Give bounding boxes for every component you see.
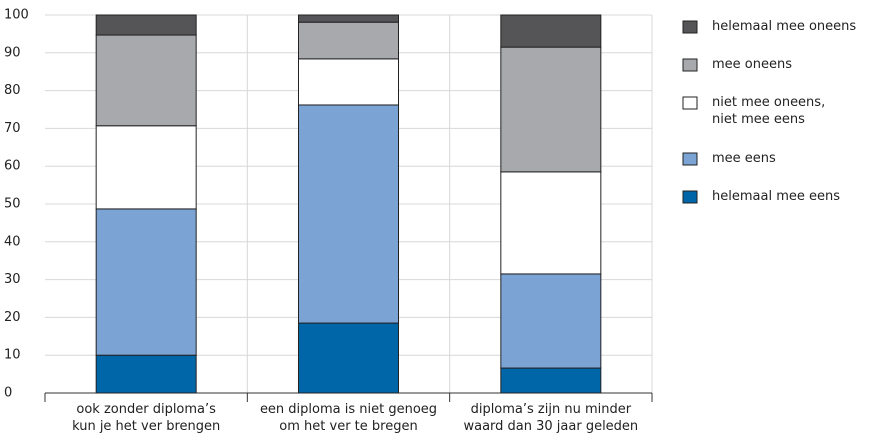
legend-swatch — [682, 96, 698, 110]
y-tick-label: 30 — [4, 272, 21, 287]
bar-segment — [95, 125, 197, 210]
legend-label: mee oneens — [712, 57, 792, 72]
bar-segment — [298, 322, 399, 394]
x-tick-label: ook zonder diploma’s kun je het ver bren… — [72, 402, 221, 434]
bar-segment — [95, 14, 197, 36]
legend-swatch — [682, 58, 698, 72]
x-tick-label: diploma’s zijn nu minder waard dan 30 ja… — [463, 402, 639, 434]
y-tick-label: 100 — [4, 8, 29, 23]
legend-swatch — [682, 20, 698, 34]
legend-label: mee eens — [712, 151, 776, 166]
bar-segment — [500, 46, 602, 173]
bar-segment — [500, 367, 602, 394]
y-tick-label: 0 — [4, 386, 12, 401]
bar-segment — [298, 21, 399, 60]
legend-swatch — [682, 190, 698, 204]
bar-segment — [95, 208, 197, 356]
y-tick-label: 90 — [4, 45, 21, 60]
bar-segment — [500, 14, 602, 48]
y-tick-label: 50 — [4, 197, 21, 212]
y-tick-label: 20 — [4, 310, 21, 325]
y-tick-label: 10 — [4, 348, 21, 363]
y-tick-label: 60 — [4, 159, 21, 174]
legend-label: helemaal mee eens — [712, 189, 840, 204]
legend-label: niet mee oneens, niet mee eens — [712, 95, 826, 127]
bar-segment — [298, 14, 399, 23]
legend-label: helemaal mee oneens — [712, 19, 857, 34]
y-tick-label: 70 — [4, 121, 21, 136]
bar-segment — [95, 34, 197, 127]
legend-swatch — [682, 152, 698, 166]
bar-segment — [298, 58, 399, 106]
x-tick-label: een diploma is niet genoeg om het ver te… — [259, 402, 438, 434]
y-tick-label: 80 — [4, 83, 21, 98]
bar-segment — [500, 171, 602, 275]
bar-segment — [95, 354, 197, 394]
bar-segment — [298, 104, 399, 324]
y-tick-label: 40 — [4, 234, 21, 249]
bar-segment — [500, 273, 602, 369]
